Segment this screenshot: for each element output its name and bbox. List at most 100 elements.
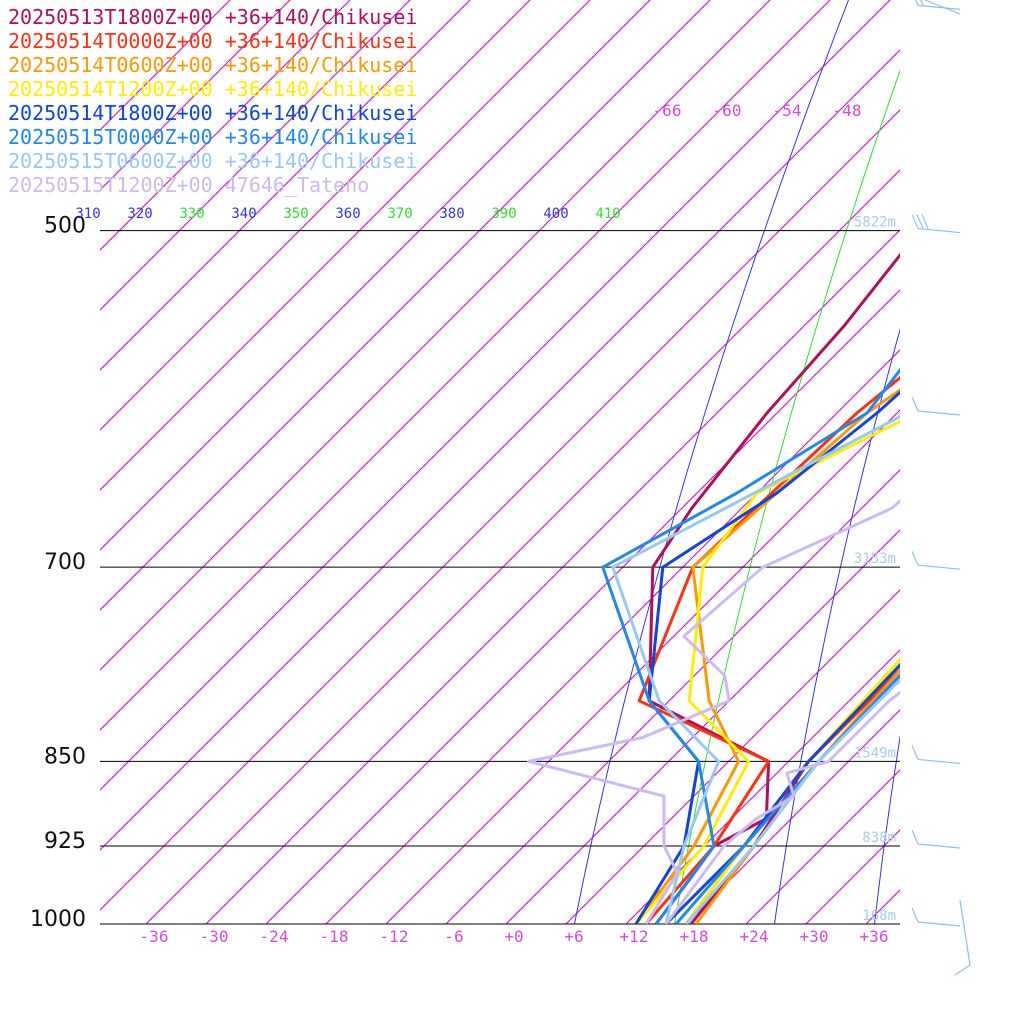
pressure-label: 925: [44, 829, 86, 854]
isotherm-line: [565, 589, 900, 924]
theta-label: 400: [543, 206, 568, 222]
temperature-profile-line: [674, 673, 900, 924]
isotherm-line: [805, 829, 900, 924]
isotherm-line: [100, 109, 900, 911]
temperature-tick-label: -36: [140, 927, 169, 946]
temperature-profile-line: [684, 677, 900, 924]
temperature-profile-line: [664, 662, 900, 924]
isotherm-label: -54: [773, 101, 802, 120]
legend-entry: 20250513T1800Z+00 +36+140/Chikusei: [8, 5, 417, 29]
isotherm-line: [100, 0, 711, 611]
isotherm-line: [986, 0, 1024, 924]
theta-label: 410: [595, 206, 620, 222]
wind-barb: [911, 214, 961, 234]
temperature-tick-label: +36: [860, 927, 889, 946]
theta-label: 380: [439, 206, 464, 222]
dewpoint-profile-line: [611, 414, 900, 924]
theta-label: 330: [179, 206, 204, 222]
isotherm-line: [145, 169, 900, 924]
temperature-tick-label: +24: [740, 927, 769, 946]
isotherm-label: -60: [713, 101, 742, 120]
temperature-tick-label: +0: [504, 927, 523, 946]
pressure-label: 850: [44, 744, 86, 769]
isotherm-line: [100, 0, 891, 791]
temperature-tick-label: +30: [800, 927, 829, 946]
temperature-profile-line: [664, 690, 900, 924]
wind-barb: [915, 0, 961, 10]
legend: 20250513T1800Z+00 +36+140/Chikusei202505…: [8, 5, 417, 197]
theta-label: 370: [387, 206, 412, 222]
dewpoint-profile-line: [634, 390, 900, 924]
isotherm-line: [100, 0, 771, 671]
axis-labels: 1001502002503005007008509251000-36-30-24…: [30, 101, 896, 946]
temperature-profile-line: [694, 668, 900, 924]
temperature-tick-label: -18: [320, 927, 349, 946]
wind-barb: [911, 550, 961, 570]
wind-barb: [911, 745, 961, 765]
height-label: 1549m: [854, 745, 896, 761]
dewpoint-profile-line: [601, 367, 900, 924]
temperature-tick-label: -30: [200, 927, 229, 946]
theta-label: 350: [283, 206, 308, 222]
wind-barb: [954, 964, 971, 976]
temperature-tick-label: -24: [260, 927, 289, 946]
temperature-tick-label: -6: [444, 927, 463, 946]
isotherm-line: [100, 0, 831, 731]
isotherm-line: [325, 349, 900, 924]
adiabat-line: [874, 734, 900, 924]
wind-barb: [924, 0, 961, 15]
isotherm-line: [100, 0, 591, 491]
legend-entry: 20250514T1800Z+00 +36+140/Chikusei: [8, 101, 417, 125]
legend-entry: 20250515T1200Z+00 47646_Tateno: [8, 173, 369, 197]
isotherm-line: [100, 0, 531, 431]
theta-label: 340: [231, 206, 256, 222]
isotherm-line: [265, 289, 900, 924]
pressure-label: 500: [44, 214, 86, 239]
isotherm-line: [926, 0, 1024, 924]
legend-entry: 20250514T0600Z+00 +36+140/Chikusei: [8, 53, 417, 77]
wind-barb: [911, 907, 961, 927]
dewpoint-profile-line: [527, 499, 900, 924]
temperature-tick-label: +18: [680, 927, 709, 946]
legend-entry: 20250514T1200Z+00 +36+140/Chikusei: [8, 77, 417, 101]
adiabat-line: [774, 327, 900, 924]
adiabat-line: [674, 69, 900, 924]
temperature-profile-line: [684, 657, 900, 924]
height-label: 5822m: [854, 215, 896, 231]
wind-barb: [911, 396, 961, 416]
theta-label: 360: [335, 206, 360, 222]
adiabat-line: [574, 0, 850, 924]
theta-label: 310: [75, 206, 100, 222]
dewpoint-profile-line: [647, 252, 900, 924]
isotherm-label: -48: [833, 101, 862, 120]
isotherm-line: [865, 889, 900, 924]
isotherm-grid: [100, 0, 1024, 924]
legend-entry: 20250515T0000Z+00 +36+140/Chikusei: [8, 125, 417, 149]
theta-label: 390: [491, 206, 516, 222]
pressure-label: 1000: [30, 907, 86, 932]
legend-entry: 20250515T0600Z+00 +36+140/Chikusei: [8, 149, 417, 173]
dewpoint-profile-line: [634, 419, 900, 924]
isotherm-line: [100, 0, 651, 551]
theta-label: 320: [127, 206, 152, 222]
temperature-profile-line: [689, 662, 900, 924]
temperature-tick-label: +12: [620, 927, 649, 946]
temperature-tick-label: -12: [380, 927, 409, 946]
adiabat-grid: [574, 0, 1024, 924]
adiabat-line: [975, 0, 1024, 924]
height-label: 168m: [862, 908, 896, 924]
sounding-series: [527, 252, 900, 924]
wind-barbs: [911, 0, 971, 976]
isotherm-line: [100, 49, 900, 851]
wind-barb: [911, 829, 961, 849]
wind-barb: [959, 899, 971, 966]
isotherm-line: [205, 229, 900, 924]
height-label: 3153m: [854, 551, 896, 567]
isotherm-label: -66: [653, 101, 682, 120]
dewpoint-profile-line: [637, 375, 900, 924]
legend-entry: 20250514T0000Z+00 +36+140/Chikusei: [8, 29, 417, 53]
height-label: 838m: [862, 830, 896, 846]
temperature-tick-label: +6: [564, 927, 583, 946]
pressure-label: 700: [44, 550, 86, 575]
